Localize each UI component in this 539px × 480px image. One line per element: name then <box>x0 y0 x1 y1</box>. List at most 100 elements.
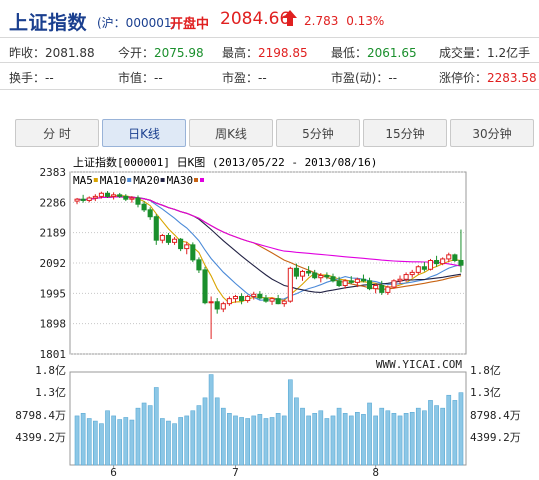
info-label: 成交量： <box>439 46 488 60</box>
month-label-7: 7 <box>232 466 239 479</box>
quote-row1-item: 最低：2061.65 <box>331 44 417 61</box>
tab-5[interactable]: 30分钟 <box>450 119 534 147</box>
volume-bar <box>220 407 226 466</box>
chart-title: 上证指数[000001] 日K图 (2013/05/22 - 2013/08/1… <box>73 155 377 169</box>
volume-bar <box>129 419 135 466</box>
candle-body <box>232 295 239 300</box>
volume-bar <box>422 410 427 466</box>
watermark-text: WWW.YICAI.COM <box>376 358 462 371</box>
candle-body <box>98 192 104 197</box>
candle-body <box>318 275 324 279</box>
candle-body <box>220 303 226 310</box>
volume-bar <box>92 420 98 466</box>
market-status: 开盘中 <box>170 17 210 32</box>
volume-bar <box>178 417 183 466</box>
volume-bar <box>172 423 177 466</box>
month-label-6: 6 <box>110 466 117 479</box>
volume-bar <box>190 410 196 466</box>
tab-3[interactable]: 5分钟 <box>276 119 360 147</box>
candle-body <box>178 238 184 250</box>
candle-body <box>104 192 111 197</box>
volume-bar <box>74 415 80 466</box>
volume-bar <box>446 394 452 466</box>
price-tick-label: 2383 <box>40 166 67 179</box>
candle-body <box>360 278 366 282</box>
volume-bar <box>257 414 263 466</box>
volume-bar <box>391 413 397 466</box>
volume-bar <box>281 415 287 466</box>
volume-bar <box>275 413 281 466</box>
volume-tick-label-right: 1.3亿 <box>470 386 501 399</box>
volume-bar <box>166 420 171 466</box>
tab-0[interactable]: 分 时 <box>15 119 99 147</box>
volume-tick-label-right: 4399.2万 <box>470 431 521 444</box>
info-label: 市盈： <box>222 71 259 85</box>
candle-body <box>86 197 92 201</box>
candle-body <box>92 195 98 199</box>
volume-bar <box>355 411 360 466</box>
volume-bar <box>330 415 336 466</box>
tab-4[interactable]: 15分钟 <box>363 119 447 147</box>
legend-ma20: MA20 <box>133 174 160 187</box>
info-label: 昨收： <box>9 46 46 60</box>
info-value: 2198.85 <box>258 46 308 60</box>
volume-bar <box>403 413 409 466</box>
volume-bar <box>141 402 147 466</box>
candle-body <box>403 274 409 280</box>
info-value: 2061.65 <box>367 46 417 60</box>
tab-2[interactable]: 周K线 <box>189 119 273 147</box>
candle-body <box>263 297 269 302</box>
volume-bar <box>428 400 433 466</box>
index-title: 上证指数 <box>9 12 88 34</box>
info-label: 市盈(动)： <box>331 71 389 85</box>
quote-row2-item: 涨停价：2283.58 <box>439 69 537 86</box>
info-label: 涨停价： <box>439 71 488 85</box>
up-arrow-icon <box>283 10 297 26</box>
candle-body <box>123 195 129 200</box>
current-price: 2084.66 <box>220 9 291 29</box>
candle-body <box>257 293 263 299</box>
volume-bar <box>373 415 378 466</box>
divider <box>0 62 539 63</box>
quote-row1-item: 最高：2198.85 <box>222 44 308 61</box>
volume-bar <box>458 392 464 466</box>
volume-bar <box>342 413 348 466</box>
price-tick-label: 1801 <box>40 348 67 361</box>
volume-bar <box>348 415 354 466</box>
tab-1[interactable]: 日K线 <box>102 119 186 147</box>
volume-bar <box>361 414 366 466</box>
volume-bar <box>123 417 129 466</box>
volume-tick-label-left: 1.3亿 <box>35 386 66 399</box>
volume-bar <box>379 407 385 466</box>
candle-body <box>336 280 342 287</box>
volume-bar <box>117 419 123 466</box>
volume-bar <box>294 397 299 466</box>
volume-bar <box>160 418 165 466</box>
candle-body <box>415 266 421 273</box>
volume-bar <box>202 397 208 466</box>
candle-body <box>385 286 391 293</box>
candle-body <box>287 267 293 302</box>
candle-body <box>299 270 306 277</box>
legend-swatch <box>93 178 98 182</box>
quote-row2-item: 市盈(动)：-- <box>331 69 397 86</box>
legend-swatch <box>194 178 198 182</box>
legend-swatch <box>200 178 204 182</box>
candle-body <box>190 244 196 261</box>
price-change: 2.783 0.13% <box>304 14 384 28</box>
candle-body <box>196 259 202 271</box>
candle-body <box>440 258 446 265</box>
volume-bar <box>269 417 275 466</box>
volume-tick-label-right: 1.8亿 <box>470 364 501 377</box>
info-value: 2081.88 <box>45 46 95 60</box>
candle-body <box>208 301 214 304</box>
candle-body <box>458 259 464 266</box>
candle-body <box>452 254 458 261</box>
candle-body <box>330 276 336 282</box>
legend-swatch <box>127 178 132 182</box>
candle-body <box>80 198 86 201</box>
price-tick-label: 2189 <box>40 227 67 240</box>
volume-bar <box>80 413 86 466</box>
ma20-line <box>76 196 462 293</box>
volume-bar <box>324 418 330 466</box>
